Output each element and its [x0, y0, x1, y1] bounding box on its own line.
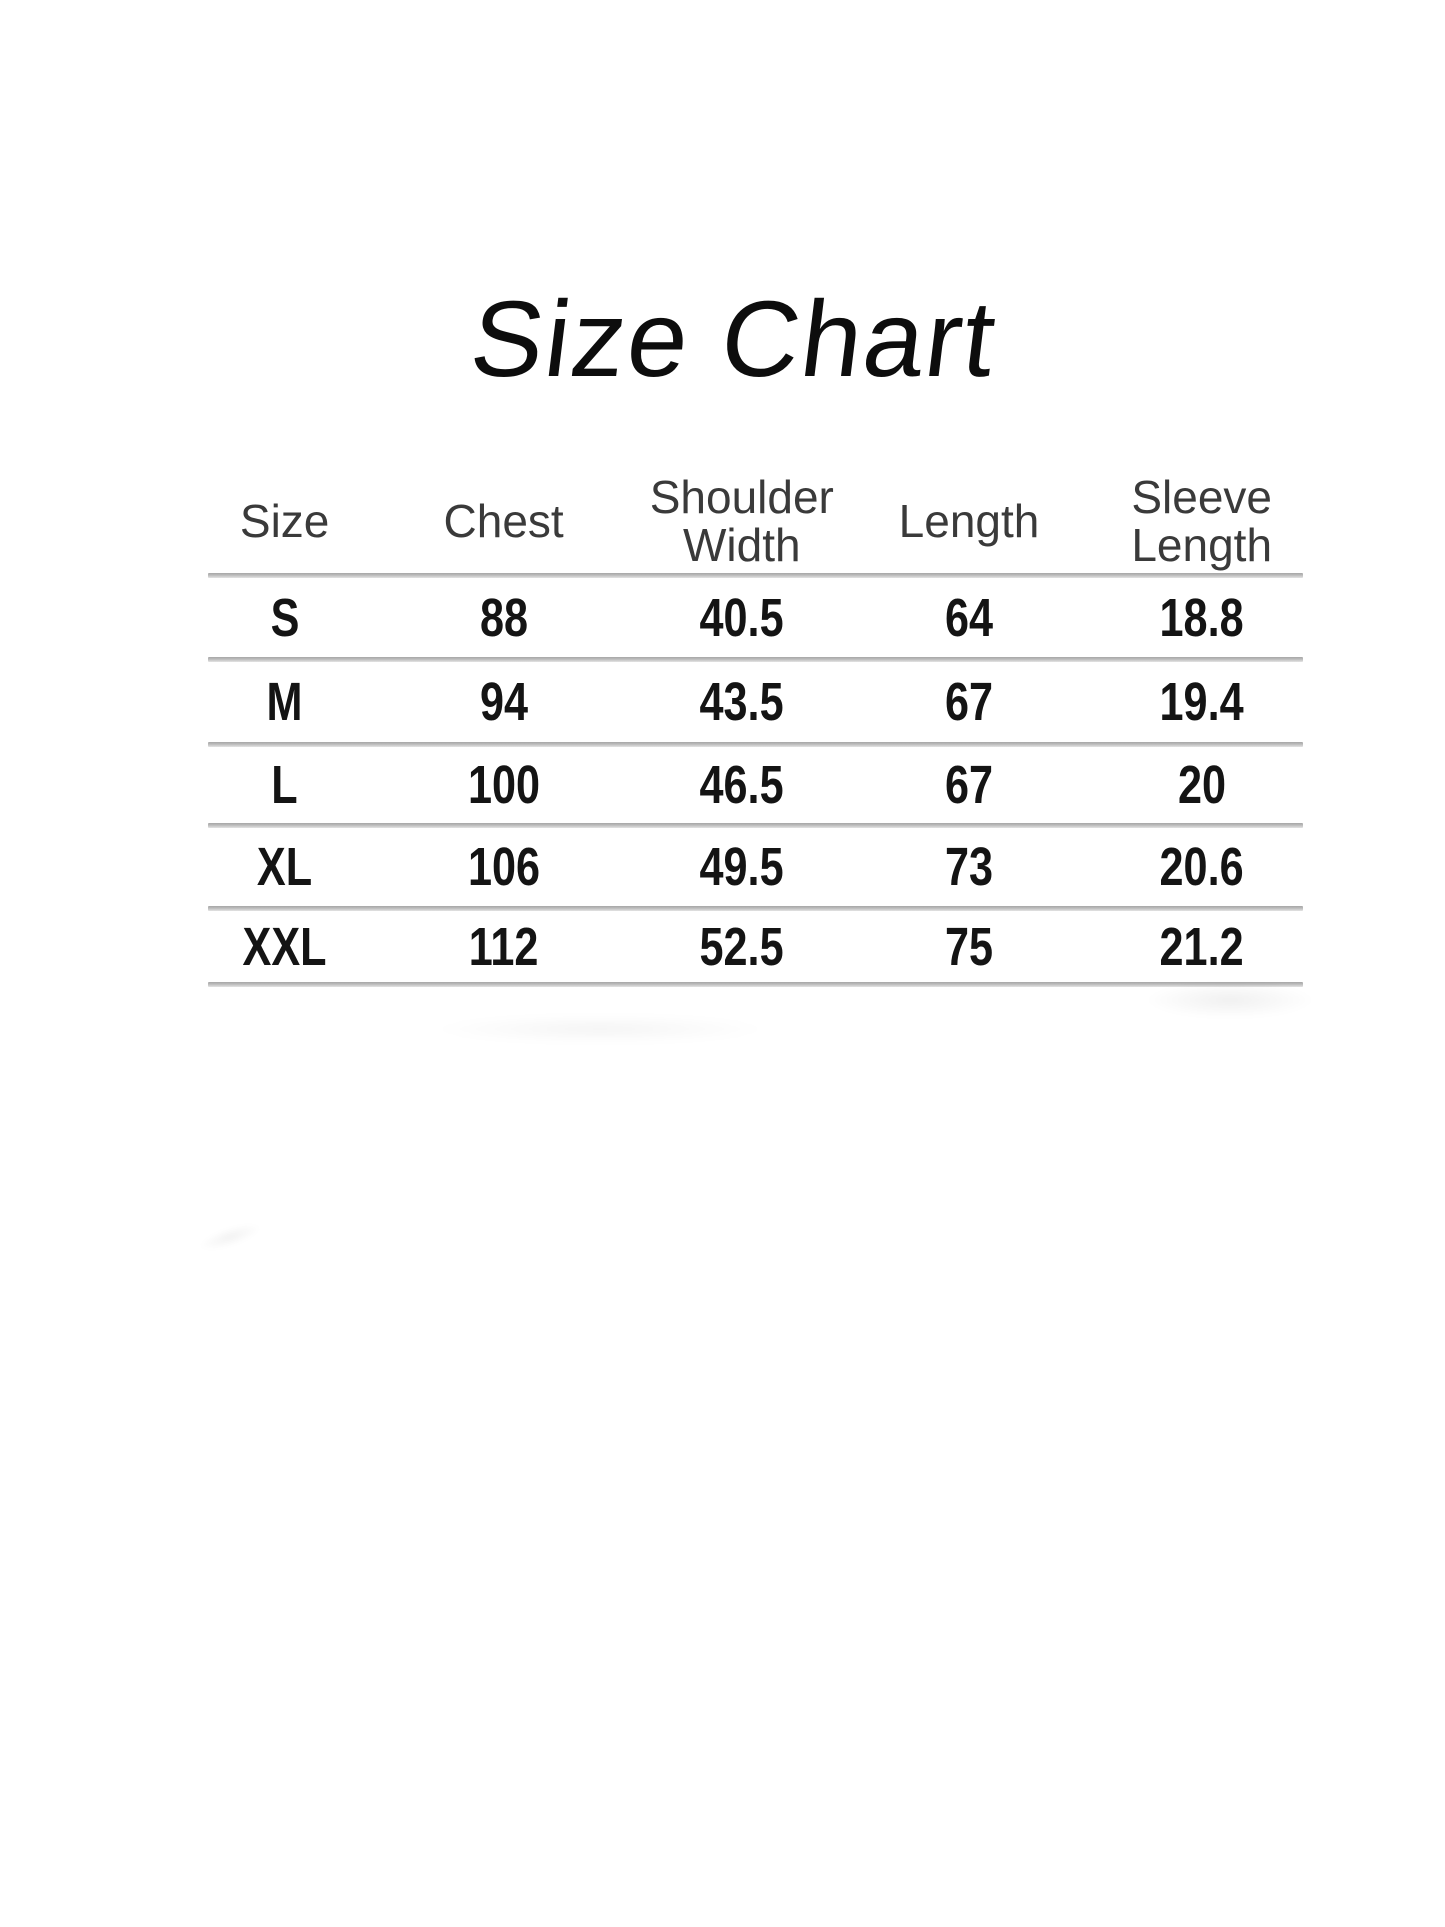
cell-value: 112: [468, 916, 539, 977]
cell-value: 100: [467, 755, 540, 815]
column-header-length: Length: [898, 494, 1040, 547]
cell-size: L: [208, 754, 361, 816]
cell-sleeve-length: 21.2: [1100, 916, 1303, 978]
cell-chest: 88: [361, 587, 646, 649]
cell-shoulder-width: 40.5: [646, 587, 838, 649]
cell-value: 49.5: [699, 837, 784, 897]
cell-value: 20.6: [1159, 837, 1244, 897]
cell-sleeve-length: 18.8: [1100, 587, 1303, 649]
cell-length: 67: [838, 754, 1101, 816]
scan-artifact: [1145, 982, 1315, 1018]
cell-chest: 94: [361, 671, 646, 733]
cell-shoulder-width: 52.5: [646, 916, 838, 978]
cell-value: 73: [944, 837, 994, 897]
page-title: Size Chart: [464, 278, 1004, 399]
cell-value: 67: [944, 672, 994, 732]
size-table: Size Chest Shoulder Width Length Sleeve …: [208, 470, 1303, 987]
cell-chest: 112: [361, 916, 646, 978]
table-row-xl: XL 106 49.5 73 20.6: [208, 828, 1303, 906]
cell-sleeve-length: 19.4: [1100, 671, 1303, 733]
table-row-l: L 100 46.5 67 20: [208, 747, 1303, 823]
cell-value: 46.5: [699, 755, 784, 815]
row-divider: [208, 657, 1303, 662]
cell-size: M: [208, 671, 361, 733]
column-header-chest: Chest: [443, 494, 564, 547]
column-header-sleeve-length: Sleeve Length: [1131, 470, 1273, 571]
table-row-xxl: XXL 112 52.5 75 21.2: [208, 911, 1303, 982]
row-divider: [208, 823, 1303, 828]
cell-size: S: [208, 587, 361, 649]
cell-value: 67: [944, 755, 994, 815]
cell-value: 52.5: [699, 916, 784, 977]
cell-value: 20: [1177, 755, 1226, 815]
cell-shoulder-width: 46.5: [646, 754, 838, 816]
column-header-shoulder-width: Shoulder Width: [649, 470, 834, 571]
cell-value: 94: [479, 672, 528, 732]
table-row-s: S 88 40.5 64 18.8: [208, 578, 1303, 657]
cell-value: M: [266, 672, 303, 732]
cell-shoulder-width: 43.5: [646, 671, 838, 733]
scan-artifact: [196, 1218, 264, 1256]
cell-value: S: [270, 587, 300, 648]
cell-value: XXL: [242, 916, 327, 977]
cell-chest: 106: [361, 836, 646, 898]
column-header-size: Size: [239, 494, 330, 547]
cell-value: 43.5: [699, 672, 784, 732]
cell-value: 40.5: [699, 587, 784, 648]
cell-value: 21.2: [1159, 916, 1244, 977]
table-bottom-divider: [208, 982, 1303, 987]
cell-value: XL: [257, 837, 313, 897]
cell-size: XL: [208, 836, 361, 898]
row-divider: [208, 742, 1303, 747]
cell-value: 88: [479, 587, 528, 648]
cell-value: 19.4: [1159, 672, 1244, 732]
table-row-m: M 94 43.5 67 19.4: [208, 662, 1303, 742]
row-divider: [208, 906, 1303, 911]
cell-length: 64: [838, 587, 1101, 649]
scan-artifact: [430, 1015, 770, 1043]
cell-value: 18.8: [1159, 587, 1244, 648]
table-header-row: Size Chest Shoulder Width Length Sleeve …: [208, 470, 1303, 573]
cell-value: 64: [944, 587, 994, 648]
cell-size: XXL: [208, 916, 361, 978]
cell-value: 75: [944, 916, 994, 977]
cell-value: L: [271, 755, 298, 815]
cell-sleeve-length: 20: [1100, 754, 1303, 816]
cell-length: 75: [838, 916, 1101, 978]
cell-length: 67: [838, 671, 1101, 733]
cell-shoulder-width: 49.5: [646, 836, 838, 898]
header-divider: [208, 573, 1303, 578]
cell-value: 106: [467, 837, 540, 897]
cell-sleeve-length: 20.6: [1100, 836, 1303, 898]
cell-length: 73: [838, 836, 1101, 898]
cell-chest: 100: [361, 754, 646, 816]
